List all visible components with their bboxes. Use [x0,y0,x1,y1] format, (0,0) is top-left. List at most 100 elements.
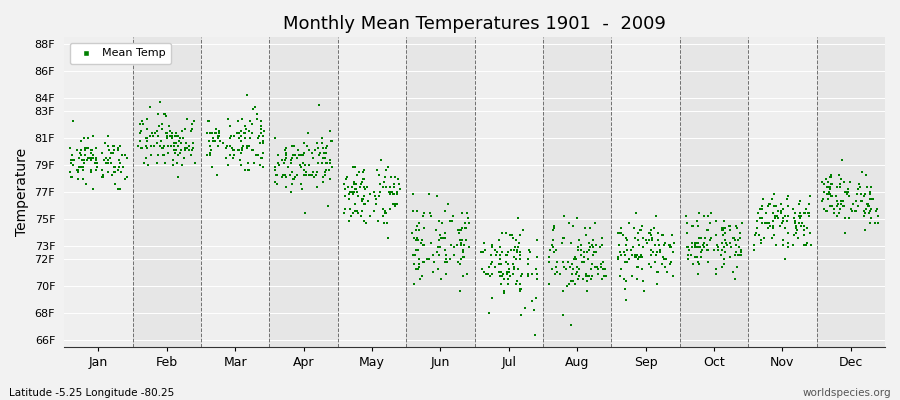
Point [584,266,598,272]
Point [786,242,800,248]
Point [212,130,226,137]
Point [338,205,352,212]
Point [829,193,843,200]
Point [427,259,441,265]
Bar [680,37,748,347]
Point [108,181,122,188]
Point [619,242,634,248]
Point [76,176,90,183]
Point [410,266,425,272]
Point [120,174,134,180]
Point [209,130,223,137]
Point [665,232,680,238]
Point [373,188,387,195]
Point [74,147,88,154]
Point [518,305,533,311]
Point [646,249,661,255]
Point [662,261,677,268]
Point [765,234,779,241]
Point [708,266,723,272]
Point [113,142,128,149]
Point [417,225,431,231]
Point [219,154,233,161]
Point [320,142,335,149]
Point [799,225,814,231]
Point [690,239,705,246]
Point [700,246,715,253]
Point [72,164,86,170]
Point [618,285,633,292]
Bar [64,37,132,347]
Point [657,242,671,248]
Point [346,164,360,170]
Point [863,188,878,195]
Point [491,237,506,243]
Point [231,147,246,154]
Point [500,276,515,282]
Point [501,249,516,255]
Point [503,273,517,280]
Point [284,159,298,166]
Point [612,230,626,236]
Point [309,172,323,178]
Point [485,295,500,302]
Point [167,142,182,149]
Point [819,176,833,183]
Point [166,162,181,168]
Point [354,181,368,188]
Point [475,266,490,272]
Point [568,254,582,260]
Point [104,150,119,156]
Point [854,191,868,197]
Point [704,234,718,241]
Point [730,225,744,231]
Point [234,133,248,139]
Point [417,259,431,265]
Point [556,234,571,241]
Point [117,176,131,183]
Point [240,167,255,173]
Point [717,256,732,263]
Point [165,130,179,137]
Point [338,176,353,183]
Point [113,169,128,176]
Point [445,218,459,224]
Point [803,230,817,236]
Point [227,152,241,158]
Point [824,193,839,200]
Point [659,256,673,263]
Point [776,237,790,243]
Point [618,259,633,265]
Point [71,176,86,183]
Point [493,280,508,287]
Point [680,220,694,226]
Point [555,234,570,241]
Legend: Mean Temp: Mean Temp [70,43,171,64]
Point [630,276,644,282]
Point [295,186,310,192]
Point [500,252,515,258]
Point [511,215,526,222]
Point [64,157,78,163]
Point [170,142,184,149]
Point [580,273,594,280]
Point [564,278,579,284]
Point [590,266,605,272]
Point [208,130,222,137]
Point [642,237,656,243]
Point [579,271,593,277]
Point [133,138,148,144]
Point [617,252,632,258]
Point [613,273,627,280]
Point [382,191,397,197]
Point [761,200,776,207]
Point [134,145,148,151]
Point [451,227,465,234]
Point [774,210,788,217]
Point [145,130,159,137]
Point [629,252,643,258]
Point [178,147,193,154]
Point [572,266,586,272]
Point [595,242,609,248]
Point [863,215,878,222]
